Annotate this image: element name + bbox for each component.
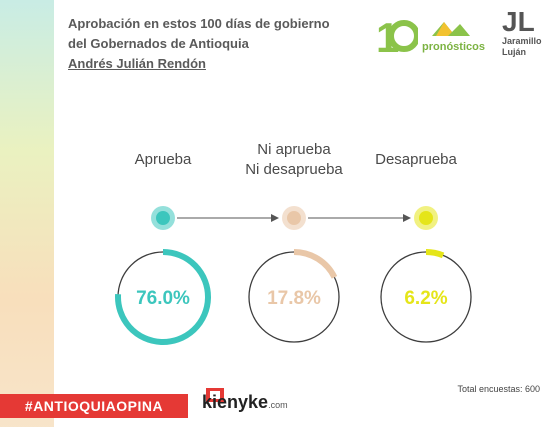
value-label-1: 17.8%: [267, 288, 321, 309]
category-label-desaprueba: Desaprueba: [341, 150, 491, 170]
title-line-1: Aprobación en estos 100 días de gobierno: [68, 16, 330, 31]
category-label-line: Aprueba: [134, 151, 192, 168]
value-label-0: 76.0%: [136, 288, 190, 309]
value-arc-2: [425, 249, 445, 259]
title-line-3: Andrés Julián Rendón: [68, 56, 206, 71]
marker-dot-inner-2: [419, 211, 433, 225]
kienyke-brand: kienyke.com: [202, 392, 288, 413]
chart-title: Aprobación en estos 100 días de gobierno…: [68, 14, 330, 74]
jl-mark: JL: [502, 6, 535, 37]
total-encuestas: Total encuestas: 600: [457, 384, 540, 394]
jaramillo-lujan-logo: JL Jaramillo Luján: [502, 8, 552, 70]
kienyke-mark-icon: [206, 388, 224, 402]
brand-name: kienyke: [202, 392, 269, 412]
anniversary-logo: 1: [376, 14, 418, 61]
value-arc-0: [115, 249, 211, 345]
category-label-aprueba: Aprueba: [88, 150, 238, 170]
jl-name-2: Luján: [502, 47, 526, 57]
category-label-line: Ni desaprueba: [245, 161, 343, 178]
value-label-2: 6.2%: [404, 288, 447, 309]
brand-suffix: .com: [268, 400, 288, 410]
jl-name-1: Jaramillo: [502, 36, 542, 46]
title-line-2: del Gobernados de Antioquia: [68, 36, 249, 51]
logos: 1 pronósticos JL Jaramillo Luján: [374, 8, 554, 68]
value-arc-1: [293, 249, 338, 279]
category-label-ni-aprueba: Ni aprueba Ni desaprueba: [219, 140, 369, 180]
pronosticos-logo: pronósticos: [422, 18, 492, 58]
side-gradient-band: [0, 0, 54, 427]
marker-dot-inner-0: [156, 211, 170, 225]
pronosticos-wordmark: pronósticos: [422, 41, 485, 53]
marker-dot-inner-1: [287, 211, 301, 225]
category-label-line: Desaprueba: [375, 151, 457, 168]
category-label-line: Ni aprueba: [257, 141, 331, 158]
pronosticos-mark-icon: [432, 22, 470, 36]
hashtag-banner: #ANTIOQUIAOPINA: [0, 394, 188, 418]
